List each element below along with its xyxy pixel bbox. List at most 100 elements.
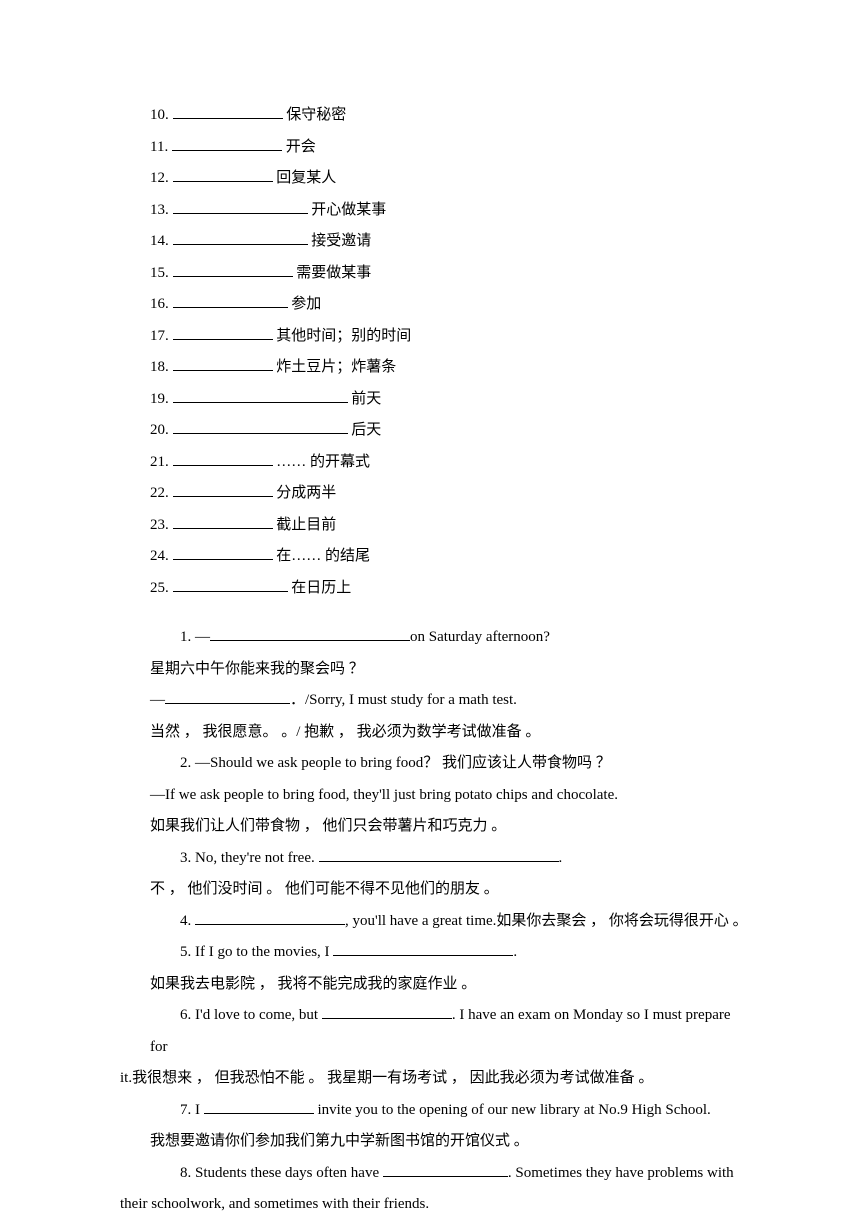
vocab-num: 22. — [150, 485, 173, 501]
vocab-num: 25. — [150, 580, 173, 596]
sentence-8: 8. Students these days often have . Some… — [150, 1158, 740, 1190]
sentence-4: 4. , you'll have a great time.如果你去聚会 ， 你… — [150, 906, 740, 938]
vocab-item-18: 18. 炸土豆片；炸薯条 — [150, 352, 740, 384]
s3-pre: 3. No, they're not free. — [180, 850, 319, 866]
s7-cn: 我想要邀请你们参加我们第九中学新图书馆的开馆仪式 。 — [150, 1126, 740, 1158]
vocab-item-20: 20. 后天 — [150, 415, 740, 447]
vocab-item-24: 24. 在…… 的结尾 — [150, 541, 740, 573]
vocab-num: 17. — [150, 328, 173, 344]
s7-pre: 7. I — [180, 1102, 204, 1118]
vocab-label: 回复某人 — [273, 170, 337, 186]
s5-blank[interactable] — [333, 940, 513, 957]
vocab-blank[interactable] — [173, 197, 308, 214]
s1-blank2[interactable] — [165, 688, 290, 705]
s1-dash: — — [150, 692, 165, 708]
vocab-num: 12. — [150, 170, 173, 186]
s3-tail: . — [559, 850, 563, 866]
vocab-label: 其他时间；别的时间 — [273, 328, 412, 344]
s1-tail2: ．/Sorry, I must study for a math test. — [290, 692, 517, 708]
s1-cn2: 当然 ， 我很愿意。 。/ 抱歉 ， 我必须为数学考试做准备 。 — [150, 717, 740, 749]
vocab-label: 炸土豆片；炸薯条 — [273, 359, 397, 375]
s5-pre: 5. If I go to the movies, I — [180, 944, 333, 960]
vocab-item-16: 16. 参加 — [150, 289, 740, 321]
vocab-label: 参加 — [288, 296, 322, 312]
s6-blank[interactable] — [322, 1003, 452, 1020]
vocab-label: 截止目前 — [273, 517, 337, 533]
vocab-blank[interactable] — [173, 323, 273, 340]
vocab-num: 23. — [150, 517, 173, 533]
vocab-blank[interactable] — [173, 229, 308, 246]
vocab-blank[interactable] — [173, 355, 273, 372]
vocab-label: 开会 — [282, 139, 316, 155]
vocab-label: 前天 — [348, 391, 382, 407]
vocab-label: 开心做某事 — [308, 202, 387, 218]
s2-line3: 如果我们让人们带食物 ， 他们只会带薯片和巧克力 。 — [150, 811, 740, 843]
vocab-blank[interactable] — [173, 481, 273, 498]
vocab-blank[interactable] — [173, 103, 283, 120]
s8-tail: . Sometimes they have problems with — [508, 1165, 734, 1181]
sentence-7: 7. I invite you to the opening of our ne… — [150, 1095, 740, 1127]
vocab-blank[interactable] — [173, 449, 273, 466]
s2-line1: 2. —Should we ask people to bring food？ … — [150, 748, 740, 780]
vocab-blank[interactable] — [173, 260, 293, 277]
vocab-item-19: 19. 前天 — [150, 384, 740, 416]
s7-tail: invite you to the opening of our new lib… — [314, 1102, 711, 1118]
vocab-num: 13. — [150, 202, 173, 218]
sentence-6: 6. I'd love to come, but . I have an exa… — [150, 1000, 740, 1063]
vocab-blank[interactable] — [173, 544, 273, 561]
s8-blank[interactable] — [383, 1160, 508, 1177]
vocab-item-25: 25. 在日历上 — [150, 573, 740, 605]
vocab-blank[interactable] — [173, 292, 288, 309]
vocab-blank[interactable] — [173, 512, 273, 529]
s7-blank[interactable] — [204, 1097, 314, 1114]
vocab-item-22: 22. 分成两半 — [150, 478, 740, 510]
vocab-label: 接受邀请 — [308, 233, 372, 249]
vocab-num: 16. — [150, 296, 173, 312]
vocab-item-10: 10. 保守秘密 — [150, 100, 740, 132]
vocab-label: 在日历上 — [288, 580, 352, 596]
sentence-1-line2: — ．/Sorry, I must study for a math test. — [150, 685, 740, 717]
vocab-num: 24. — [150, 548, 173, 564]
s5-tail: . — [513, 944, 517, 960]
s2-line2: —If we ask people to bring food, they'll… — [150, 780, 740, 812]
s1-tail1: on Saturday afternoon? — [410, 629, 550, 645]
s6-cn: it.我很想来 ， 但我恐怕不能 。 我星期一有场考试 ， 因此我必须为考试做准… — [120, 1063, 740, 1095]
s3-cn: 不 ， 他们没时间 。 他们可能不得不见他们的朋友 。 — [150, 874, 740, 906]
vocab-num: 11. — [150, 139, 172, 155]
s8-pre: 8. Students these days often have — [180, 1165, 383, 1181]
s6-pre: 6. I'd love to come, but — [180, 1007, 322, 1023]
vocab-blank[interactable] — [173, 418, 348, 435]
vocab-blank[interactable] — [173, 166, 273, 183]
s5-cn: 如果我去电影院 ， 我将不能完成我的家庭作业 。 — [150, 969, 740, 1001]
s3-blank[interactable] — [319, 845, 559, 862]
vocab-item-12: 12. 回复某人 — [150, 163, 740, 195]
vocab-blank[interactable] — [173, 575, 288, 592]
vocab-blank[interactable] — [172, 134, 282, 151]
vocab-item-17: 17. 其他时间；别的时间 — [150, 321, 740, 353]
sentence-3: 3. No, they're not free. . — [150, 843, 740, 875]
s4-blank[interactable] — [195, 908, 345, 925]
vocab-item-15: 15. 需要做某事 — [150, 258, 740, 290]
vocab-item-23: 23. 截止目前 — [150, 510, 740, 542]
s4-tail: , you'll have a great time.如果你去聚会 ， 你将会玩… — [345, 913, 748, 929]
vocab-blank[interactable] — [173, 386, 348, 403]
vocab-label: 后天 — [348, 422, 382, 438]
vocab-label: 需要做某事 — [293, 265, 372, 281]
s1-num: 1. — — [180, 629, 210, 645]
vocab-item-11: 11. 开会 — [150, 132, 740, 164]
s1-blank1[interactable] — [210, 625, 410, 642]
s1-cn1: 星期六中午你能来我的聚会吗 ？ — [150, 654, 740, 686]
vocab-label: 分成两半 — [273, 485, 337, 501]
s4-num: 4. — [180, 913, 195, 929]
vocab-label: 保守秘密 — [283, 107, 347, 123]
vocab-num: 18. — [150, 359, 173, 375]
vocab-list: 10. 保守秘密11. 开会12. 回复某人13. 开心做某事14. 接受邀请1… — [150, 100, 740, 604]
vocab-label: 在…… 的结尾 — [273, 548, 371, 564]
vocab-num: 15. — [150, 265, 173, 281]
vocab-item-14: 14. 接受邀请 — [150, 226, 740, 258]
vocab-num: 21. — [150, 454, 173, 470]
vocab-item-21: 21. …… 的开幕式 — [150, 447, 740, 479]
vocab-item-13: 13. 开心做某事 — [150, 195, 740, 227]
vocab-num: 19. — [150, 391, 173, 407]
vocab-num: 14. — [150, 233, 173, 249]
